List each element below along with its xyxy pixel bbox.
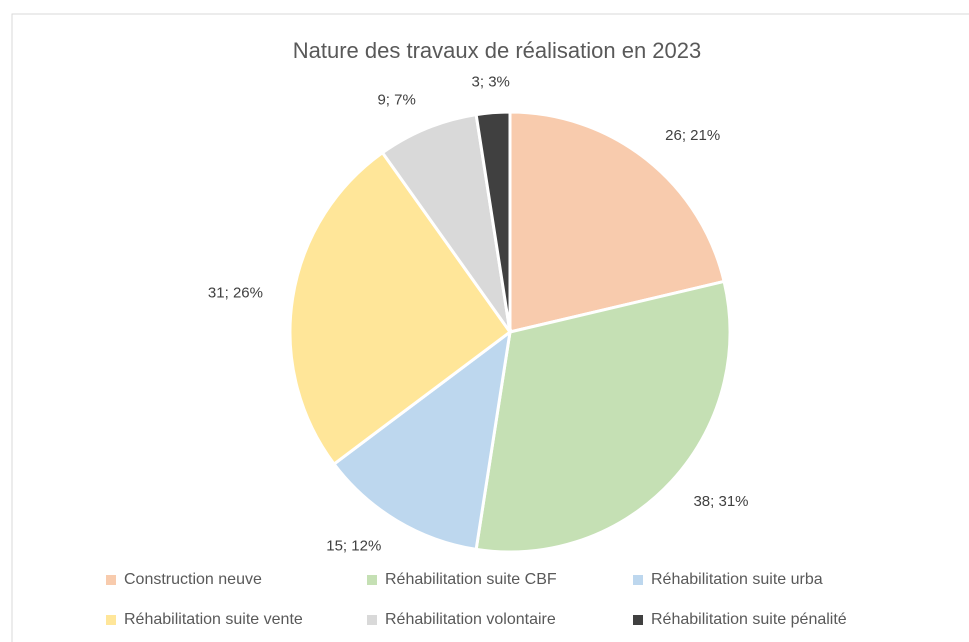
data-label: 15; 12%	[326, 537, 381, 554]
legend-label: Réhabilitation volontaire	[385, 611, 556, 628]
data-label: 26; 21%	[665, 127, 720, 144]
legend-swatch	[633, 575, 643, 585]
pie-slice	[474, 110, 512, 333]
pie-slice	[380, 112, 512, 333]
legend-label: Réhabilitation suite urba	[651, 571, 823, 588]
data-label: 9; 7%	[377, 91, 415, 108]
pie-slice	[331, 328, 513, 552]
legend-swatch	[367, 615, 377, 625]
pie-slice	[474, 279, 732, 554]
data-label: 31; 26%	[208, 284, 263, 301]
legend-swatch	[633, 615, 643, 625]
legend-swatch	[367, 575, 377, 585]
legend-swatch	[106, 615, 116, 625]
legend-label: Construction neuve	[124, 571, 262, 588]
data-label: 3; 3%	[472, 74, 510, 91]
chart-title: Nature des travaux de réalisation en 202…	[293, 38, 701, 63]
legend-label: Réhabilitation suite CBF	[385, 571, 557, 588]
pie-slice	[288, 150, 513, 467]
legend-label: Réhabilitation suite vente	[124, 611, 303, 628]
pie-slice	[508, 110, 726, 334]
legend-swatch	[106, 575, 116, 585]
data-label: 38; 31%	[693, 493, 748, 510]
legend-label: Réhabilitation suite pénalité	[651, 611, 847, 628]
